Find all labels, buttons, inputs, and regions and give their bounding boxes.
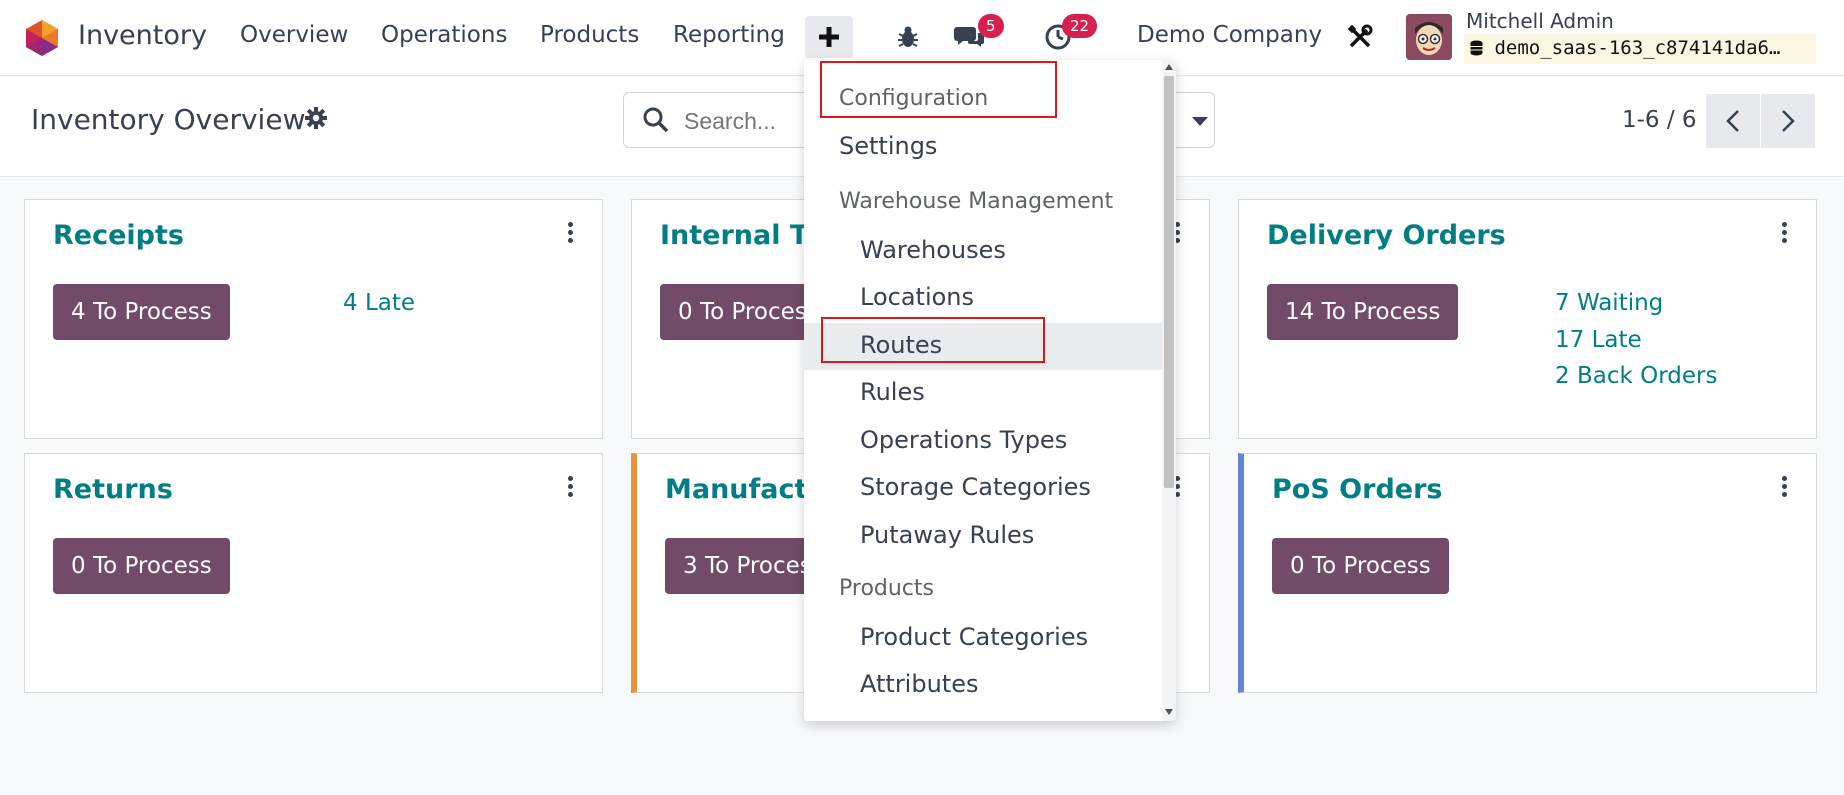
company-switcher[interactable]: Demo Company [1137,22,1323,48]
debug-icon[interactable] [891,20,925,54]
configuration-dropdown: Configuration Settings Warehouse Managem… [804,60,1176,721]
dropdown-scrollbar[interactable] [1162,60,1176,721]
card-menu-icon[interactable] [1782,476,1788,498]
database-icon [1470,40,1483,56]
to-process-button[interactable]: 0 To Process [1272,538,1449,594]
menu-item-product-categories[interactable]: Product Categories [860,623,1089,651]
late-link[interactable]: 17 Late [1555,327,1642,353]
chevron-left-icon [1726,110,1739,132]
top-navbar: Inventory Overview Operations Products R… [0,0,1844,76]
gear-icon[interactable] [305,107,327,129]
waiting-link[interactable]: 7 Waiting [1555,290,1664,316]
scroll-up-icon[interactable] [1165,64,1173,70]
messages-icon[interactable] [953,20,987,54]
menu-item-locations[interactable]: Locations [860,283,975,311]
card-title[interactable]: PoS Orders [1272,474,1443,505]
search-options-caret-icon[interactable] [1192,117,1208,126]
card-returns: Returns 0 To Process [24,453,603,693]
database-label: demo_saas-163_c874141da6… [1494,37,1781,59]
pager-value[interactable]: 1-6 / 6 [1622,107,1697,133]
search-icon [643,107,669,133]
section-header-configuration: Configuration [839,86,989,111]
section-header-products: Products [839,576,934,601]
menu-item-operations-types[interactable]: Operations Types [860,426,1068,454]
card-pos-orders: PoS Orders 0 To Process [1238,453,1817,693]
database-name: demo_saas-163_c874141da6… [1464,34,1816,64]
back-orders-link[interactable]: 2 Back Orders [1555,363,1718,389]
page-title: Inventory Overview [31,103,306,136]
menu-overview[interactable]: Overview [240,22,349,48]
chevron-right-icon [1782,110,1795,132]
tools-icon[interactable] [1343,20,1377,54]
scrollbar-thumb[interactable] [1164,76,1174,488]
menu-item-storage-categories[interactable]: Storage Categories [860,473,1091,501]
card-title[interactable]: Delivery Orders [1267,220,1506,251]
menu-item-rules[interactable]: Rules [860,378,925,406]
user-avatar[interactable] [1406,14,1452,60]
card-receipts: Receipts 4 To Process 4 Late [24,199,603,439]
card-title[interactable]: Receipts [53,220,184,251]
scroll-down-icon[interactable] [1165,709,1173,715]
configuration-menu-button[interactable] [805,16,853,58]
card-delivery-orders: Delivery Orders 14 To Process 7 Waiting … [1238,199,1817,439]
menu-item-routes[interactable]: Routes [804,323,1162,370]
app-name[interactable]: Inventory [78,20,207,51]
plus-icon [819,27,839,47]
menu-item-attributes[interactable]: Attributes [860,670,979,698]
card-title[interactable]: Returns [53,474,173,505]
menu-reporting[interactable]: Reporting [673,22,785,48]
to-process-button[interactable]: 4 To Process [53,284,230,340]
card-menu-icon[interactable] [568,222,574,244]
app-logo-icon[interactable] [24,18,60,58]
pager-next-button[interactable] [1761,94,1815,148]
menu-operations[interactable]: Operations [381,22,508,48]
menu-products[interactable]: Products [540,22,640,48]
late-link[interactable]: 4 Late [343,290,416,316]
activities-badge: 22 [1062,14,1098,38]
messages-badge: 5 [978,14,1004,38]
card-menu-icon[interactable] [1175,222,1181,244]
pager-previous-button[interactable] [1706,94,1760,148]
card-menu-icon[interactable] [1782,222,1788,244]
menu-item-settings[interactable]: Settings [839,132,938,160]
menu-item-putaway-rules[interactable]: Putaway Rules [860,521,1035,549]
card-menu-icon[interactable] [1175,476,1181,498]
to-process-button[interactable]: 0 To Process [53,538,230,594]
card-menu-icon[interactable] [568,476,574,498]
to-process-button[interactable]: 14 To Process [1267,284,1459,340]
user-name[interactable]: Mitchell Admin [1466,9,1614,33]
menu-item-warehouses[interactable]: Warehouses [860,236,1006,264]
section-header-warehouse-management: Warehouse Management [839,189,1114,214]
menu-item-barcode-nomenclatures[interactable]: Barcode Nomenclatures [804,710,1162,721]
